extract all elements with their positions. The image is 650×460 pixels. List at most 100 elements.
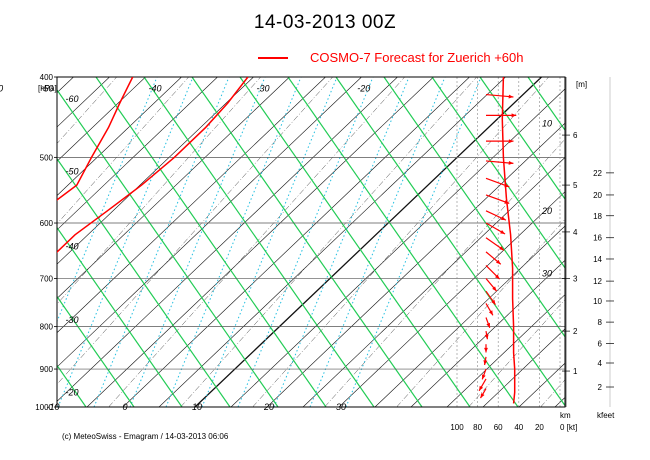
dry-adiabat-line [335,77,565,407]
pressure-unit-label: [hPa] [38,84,57,93]
wind-barb-head [491,299,496,305]
plot-frame [56,76,566,408]
wind-barb-head [484,347,488,353]
wind-barb-head [484,334,489,340]
legend-swatch [258,57,288,59]
adiabat-dash-line [324,138,565,407]
dry-adiabat-line [479,77,565,201]
mixing-ratio-line [57,77,194,407]
dry-adiabat-line [57,295,135,407]
dry-adiabat-line [57,88,279,407]
mixing-ratio-line [237,77,374,407]
isotherm-line [446,294,565,407]
isotherm-line [194,77,542,407]
adiabat-dash-line [0,77,45,407]
sounding-dewpoint-line [57,77,134,201]
sounding-temperature-line [57,77,249,254]
isotherm-line [57,77,326,334]
adiabat-dash-line [57,77,333,385]
mixing-ratio-line [201,77,338,407]
isotherm-bottom-label: -10 [46,402,59,412]
isotherm-label: -20 [357,84,370,94]
mixing-ratio-line [309,77,446,407]
adiabat-dash-line [180,77,477,407]
isotherm-line [410,259,565,407]
pressure-tick-label: 700 [40,275,54,284]
isotherm-line [57,77,218,231]
isotherm-line [627,77,650,407]
isotherm-line [57,77,398,402]
adiabat-dash-line [57,77,189,225]
isotherm-line [57,77,290,299]
adiabat-left-label: -30 [65,315,78,325]
kfeet-tick-label: 18 [593,212,602,221]
wind-barb-head [511,113,517,118]
height-tick-label: 5 [573,181,578,190]
isotherm-line [122,77,470,407]
pressure-tick-label: 500 [40,153,54,162]
kfeet-tick-label: 10 [593,297,602,306]
mixing-ratio-line [345,77,482,407]
adiabat-left-label: -50 [65,166,78,176]
height-unit-label: [m] [576,80,587,89]
wind-barb-head [500,230,506,234]
isotherm-line [0,77,38,407]
isotherm-label: -50 [40,84,53,94]
kfeet-tick-label: 16 [593,234,602,243]
height-tick-label: 1 [573,367,578,376]
pressure-tick-label: 600 [40,219,54,228]
wind-barb-head [508,161,514,165]
mixing-ratio-line [273,77,410,407]
legend-label: COSMO-7 Forecast for Zuerich +60h [310,50,524,65]
labels: -60 -50 -40 -30 -20 -10 0 10 20 30 -60 -50 -40 -30 -20… [0,84,552,412]
height-tick-label: 3 [573,275,578,284]
isotherm-line [266,122,565,407]
wind-speed-tick-label: 100 [450,423,464,432]
adiabat-dash-line [468,299,565,407]
isotherm-label: -40 [148,84,161,94]
isotherm-line [338,191,565,407]
wind-barb-head [488,310,493,316]
wind-barb-head [495,274,500,280]
pressure-tick-label: 800 [40,323,54,332]
wind-barb-head [482,374,486,380]
mixing-ratio-line [165,77,302,407]
height-tick-label: 6 [573,131,578,140]
wind-barb-head [508,94,514,99]
adiabat-left-label: -60 [65,94,78,104]
dry-adiabat-line [287,77,519,407]
isotherm-line [57,77,362,368]
data-series [57,77,249,254]
dry-adiabat-line [576,77,650,407]
isotherm-line [302,157,565,407]
kfeet-tick-label: 14 [593,255,602,264]
isotherm-bottom-label: 0 [122,402,127,412]
adiabat-dash-line [613,77,650,407]
wind-barb-head [483,360,488,365]
pressure-tick-label: 900 [40,365,54,374]
kfeet-tick-label: 2 [598,383,603,392]
pressure-tick-label: 400 [40,73,54,82]
dry-adiabat-line [57,226,183,407]
kfeet-unit-label: kfeet [597,411,615,420]
adiabat-dash-line [108,77,405,407]
dry-adiabat-line [431,77,565,269]
adiabat-left-label: -20 [65,387,78,397]
isotherm-line [518,362,565,407]
kfeet-tick-label: 8 [598,318,603,327]
isotherm-line [57,77,146,162]
height-tick-label: 4 [573,228,578,237]
isotherm-label: -30 [256,84,269,94]
adiabat-dash-line [396,218,565,407]
isotherm-line [230,88,565,407]
dry-adiabat-line [143,77,375,407]
isotherm-line [374,225,565,407]
wind-barb-head [499,246,504,251]
isotherm-bottom-label: 30 [336,402,346,412]
dry-adiabat-line [191,77,423,407]
isotherm-line [0,77,2,407]
wind-barb-head [479,385,484,391]
wind-axis-unit: km [560,411,571,420]
wind-speed-tick-label: 60 [494,423,503,432]
